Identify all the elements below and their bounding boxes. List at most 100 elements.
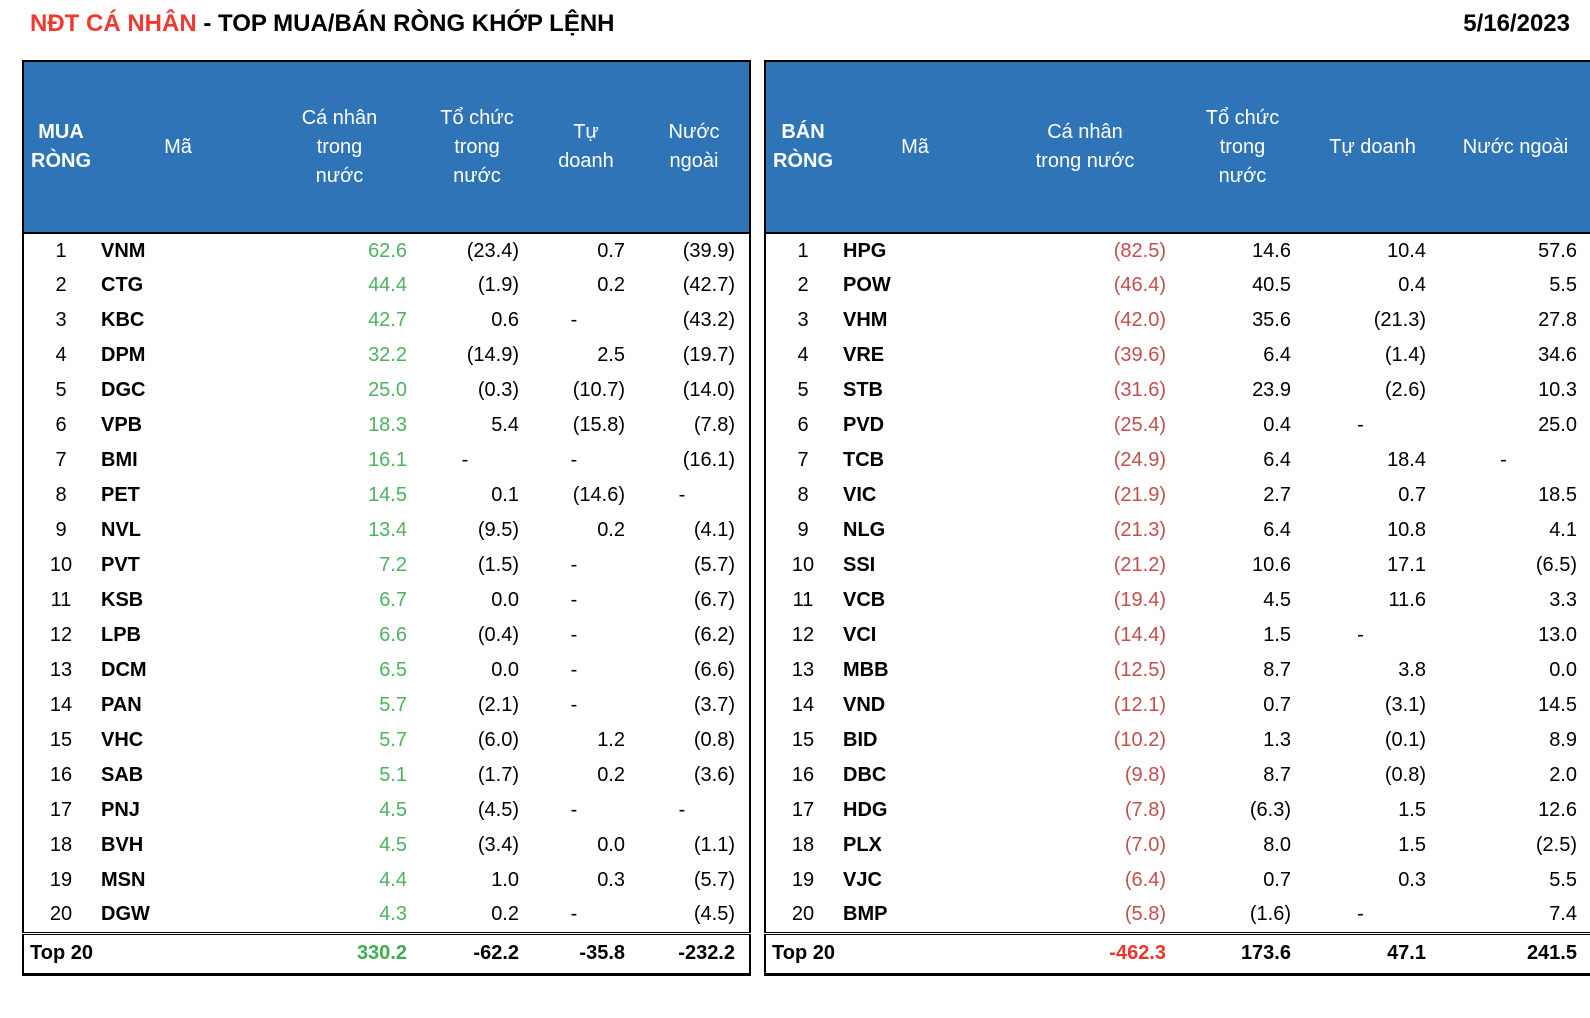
ticker-cell: PET	[101, 484, 140, 506]
proprietary-value-cell: -	[570, 554, 578, 576]
foreign-value-cell: (3.7)	[693, 694, 735, 716]
table-row: 18 BVH 4.5 (3.4) 0.0 (1.1)	[23, 828, 750, 863]
foreign-value-cell: (16.1)	[682, 449, 735, 471]
individual-value-cell: 5.7	[379, 694, 407, 716]
total-proprietary: -35.8	[533, 931, 639, 974]
institution-value-cell: 0.1	[491, 484, 519, 506]
total-row: Top 20 330.2 -62.2 -35.8 -232.2	[23, 931, 750, 974]
rank-cell: 2	[797, 274, 809, 296]
rank-cell: 17	[791, 799, 815, 821]
individual-value-cell: 18.3	[368, 414, 407, 436]
institution-value-cell: (1.5)	[477, 554, 519, 576]
individual-value-cell: (7.8)	[1124, 799, 1166, 821]
ticker-cell: KBC	[101, 309, 145, 331]
table-row: 15 VHC 5.7 (6.0) 1.2 (0.8)	[23, 723, 750, 758]
column-header-ticker: Mã	[98, 61, 258, 234]
institution-value-cell: -	[461, 449, 469, 471]
individual-value-cell: (21.9)	[1113, 484, 1166, 506]
table-row: 18 PLX (7.0) 8.0 1.5 (2.5)	[765, 828, 1590, 863]
foreign-value-cell: 34.6	[1538, 344, 1577, 366]
proprietary-value-cell: -	[1357, 414, 1364, 436]
proprietary-value-cell: 11.6	[1388, 589, 1426, 611]
proprietary-value-cell: 0.4	[1398, 274, 1426, 296]
individual-value-cell: 13.4	[368, 519, 407, 541]
ticker-cell: VJC	[843, 869, 882, 891]
foreign-value-cell: -	[678, 799, 686, 821]
individual-value-cell: 5.1	[379, 764, 407, 786]
table-row: 14 PAN 5.7 (2.1) - (3.7)	[23, 688, 750, 723]
ticker-cell: BMP	[843, 903, 888, 926]
rank-cell: 8	[55, 484, 67, 506]
net-sell-table-header: BÁN RÒNG Mã Cá nhân trong nước Tổ chức t…	[765, 61, 1590, 234]
proprietary-value-cell: 1.5	[1398, 799, 1426, 821]
foreign-value-cell: (3.6)	[693, 764, 735, 786]
total-individual: 330.2	[258, 931, 421, 974]
rank-cell: 2	[55, 274, 67, 296]
column-header-individual: Cá nhân trong nước	[258, 61, 421, 234]
ticker-cell: BID	[843, 729, 878, 751]
report-header: NĐT CÁ NHÂN - TOP MUA/BÁN RÒNG KHỚP LỆNH…	[0, 0, 1590, 38]
column-header-individual: Cá nhân trong nước	[990, 61, 1180, 234]
institution-value-cell: (1.6)	[1249, 903, 1291, 926]
ticker-cell: VND	[843, 694, 886, 716]
proprietary-value-cell: -	[570, 624, 578, 646]
foreign-value-cell: 5.5	[1549, 274, 1577, 296]
ticker-cell: PNJ	[101, 799, 140, 821]
net-sell-table-body: 1 HPG (82.5) 14.6 10.4 57.6 2 POW (46.4) 40.5 0.4 5…	[765, 233, 1590, 933]
rank-cell: 19	[49, 869, 73, 891]
rank-cell: 18	[49, 834, 73, 856]
institution-value-cell: 4.5	[1263, 589, 1291, 611]
proprietary-value-cell: 17.1	[1387, 554, 1426, 576]
ticker-cell: DPM	[101, 344, 146, 366]
table-row: 9 NVL 13.4 (9.5) 0.2 (4.1)	[23, 513, 750, 548]
net-sell-table: BÁN RÒNG Mã Cá nhân trong nước Tổ chức t…	[764, 60, 1590, 976]
rank-cell: 13	[49, 659, 73, 681]
ticker-cell: VIC	[843, 484, 877, 506]
foreign-value-cell: 0.0	[1549, 659, 1577, 681]
table-row: 12 VCI (14.4) 1.5 - 13.0	[765, 618, 1590, 653]
rank-cell: 10	[49, 554, 73, 576]
ticker-cell: VCB	[843, 589, 886, 611]
institution-value-cell: (23.4)	[466, 239, 519, 262]
proprietary-value-cell: 0.3	[597, 869, 625, 891]
table-row: 1 VNM 62.6 (23.4) 0.7 (39.9)	[23, 233, 750, 268]
proprietary-value-cell: -	[570, 659, 578, 681]
individual-value-cell: (19.4)	[1113, 589, 1166, 611]
institution-value-cell: 23.9	[1252, 379, 1291, 401]
individual-value-cell: 4.3	[379, 903, 407, 926]
foreign-value-cell: (4.5)	[693, 903, 735, 926]
foreign-value-cell: (0.8)	[693, 729, 735, 751]
rank-cell: 5	[797, 379, 809, 401]
rank-cell: 9	[55, 519, 67, 541]
ticker-cell: STB	[843, 379, 883, 401]
individual-value-cell: (24.9)	[1113, 449, 1166, 471]
ticker-cell: MBB	[843, 659, 889, 681]
ticker-cell: SSI	[843, 554, 876, 576]
institution-value-cell: 6.4	[1263, 344, 1291, 366]
foreign-value-cell: (6.7)	[693, 589, 735, 611]
individual-value-cell: 6.7	[379, 589, 407, 611]
rank-cell: 13	[791, 659, 815, 681]
individual-value-cell: (46.4)	[1113, 274, 1166, 296]
foreign-value-cell: (19.7)	[682, 344, 735, 366]
individual-value-cell: (12.1)	[1113, 694, 1166, 716]
institution-value-cell: 0.7	[1263, 869, 1291, 891]
total-label: Top 20	[23, 931, 258, 974]
tables-container: MUA RÒNG Mã Cá nhân trong nước Tổ chức t…	[0, 60, 1590, 976]
column-header-institution: Tổ chức trong nước	[421, 61, 533, 234]
institution-value-cell: (3.4)	[477, 834, 519, 856]
foreign-value-cell: 7.4	[1549, 903, 1577, 926]
table-row: 14 VND (12.1) 0.7 (3.1) 14.5	[765, 688, 1590, 723]
table-row: 11 KSB 6.7 0.0 - (6.7)	[23, 583, 750, 618]
ticker-cell: VHC	[101, 729, 144, 751]
rank-cell: 6	[55, 414, 67, 436]
ticker-cell: VRE	[843, 344, 885, 366]
ticker-cell: VNM	[101, 239, 146, 262]
proprietary-value-cell: -	[570, 799, 578, 821]
ticker-cell: KSB	[101, 589, 144, 611]
ticker-cell: NLG	[843, 519, 886, 541]
column-header-institution: Tổ chức trong nước	[1180, 61, 1305, 234]
foreign-value-cell: 4.1	[1549, 519, 1577, 541]
foreign-value-cell: 5.5	[1549, 869, 1577, 891]
proprietary-value-cell: 0.3	[1398, 869, 1426, 891]
